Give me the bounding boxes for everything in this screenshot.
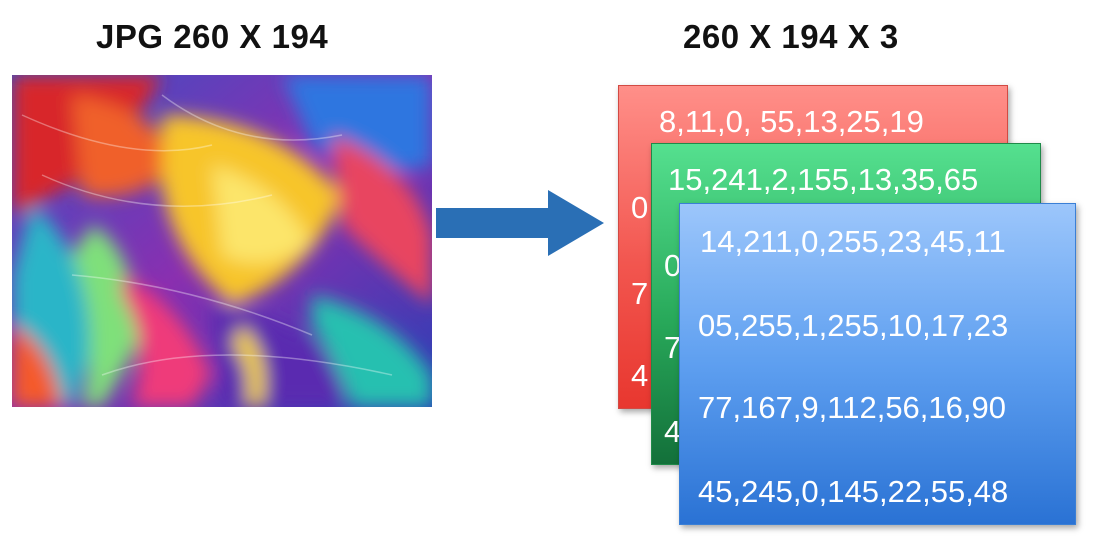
red-row-2: 0 [631, 190, 649, 225]
colorful-jpg-image [12, 75, 432, 407]
red-row-1: 8,11,0, 55,13,25,19 [659, 104, 924, 139]
green-row-2: 0 [664, 248, 682, 283]
blue-row-4: 45,245,0,145,22,55,48 [698, 474, 1009, 509]
blue-row-1: 14,211,0,255,23,45,11 [700, 224, 1006, 259]
abstract-painting-icon [12, 75, 432, 407]
red-row-4: 4 [631, 358, 649, 393]
red-row-3: 7 [631, 276, 649, 311]
blue-channel-layer: 14,211,0,255,23,45,11 05,255,1,255,10,17… [679, 203, 1076, 525]
jpg-size-title: JPG 260 X 194 [96, 18, 329, 55]
array-shape-title: 260 X 194 X 3 [683, 18, 899, 55]
right-arrow-icon [436, 190, 606, 261]
blue-row-3: 77,167,9,112,56,16,90 [698, 390, 1006, 425]
blue-row-2: 05,255,1,255,10,17,23 [698, 308, 1009, 343]
green-row-1: 15,241,2,155,13,35,65 [668, 162, 979, 197]
green-row-4: 4 [664, 414, 682, 449]
green-row-3: 7 [664, 330, 682, 365]
